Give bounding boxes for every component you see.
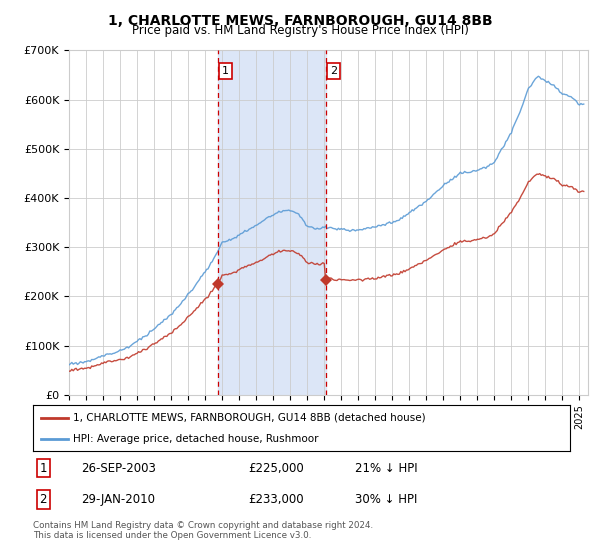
Text: 26-SEP-2003: 26-SEP-2003: [82, 462, 156, 475]
Text: 2: 2: [40, 493, 47, 506]
Text: HPI: Average price, detached house, Rushmoor: HPI: Average price, detached house, Rush…: [73, 435, 319, 444]
Text: 1: 1: [222, 66, 229, 76]
Text: Contains HM Land Registry data © Crown copyright and database right 2024.
This d: Contains HM Land Registry data © Crown c…: [33, 521, 373, 540]
Bar: [218, 50, 326, 395]
Text: 1: 1: [40, 462, 47, 475]
Text: 30% ↓ HPI: 30% ↓ HPI: [355, 493, 418, 506]
Text: 29-JAN-2010: 29-JAN-2010: [82, 493, 155, 506]
Text: £225,000: £225,000: [248, 462, 304, 475]
Text: 2: 2: [330, 66, 337, 76]
Text: 21% ↓ HPI: 21% ↓ HPI: [355, 462, 418, 475]
Text: £233,000: £233,000: [248, 493, 304, 506]
Text: 1, CHARLOTTE MEWS, FARNBOROUGH, GU14 8BB: 1, CHARLOTTE MEWS, FARNBOROUGH, GU14 8BB: [107, 14, 493, 28]
Text: 1, CHARLOTTE MEWS, FARNBOROUGH, GU14 8BB (detached house): 1, CHARLOTTE MEWS, FARNBOROUGH, GU14 8BB…: [73, 413, 426, 423]
Text: Price paid vs. HM Land Registry's House Price Index (HPI): Price paid vs. HM Land Registry's House …: [131, 24, 469, 37]
